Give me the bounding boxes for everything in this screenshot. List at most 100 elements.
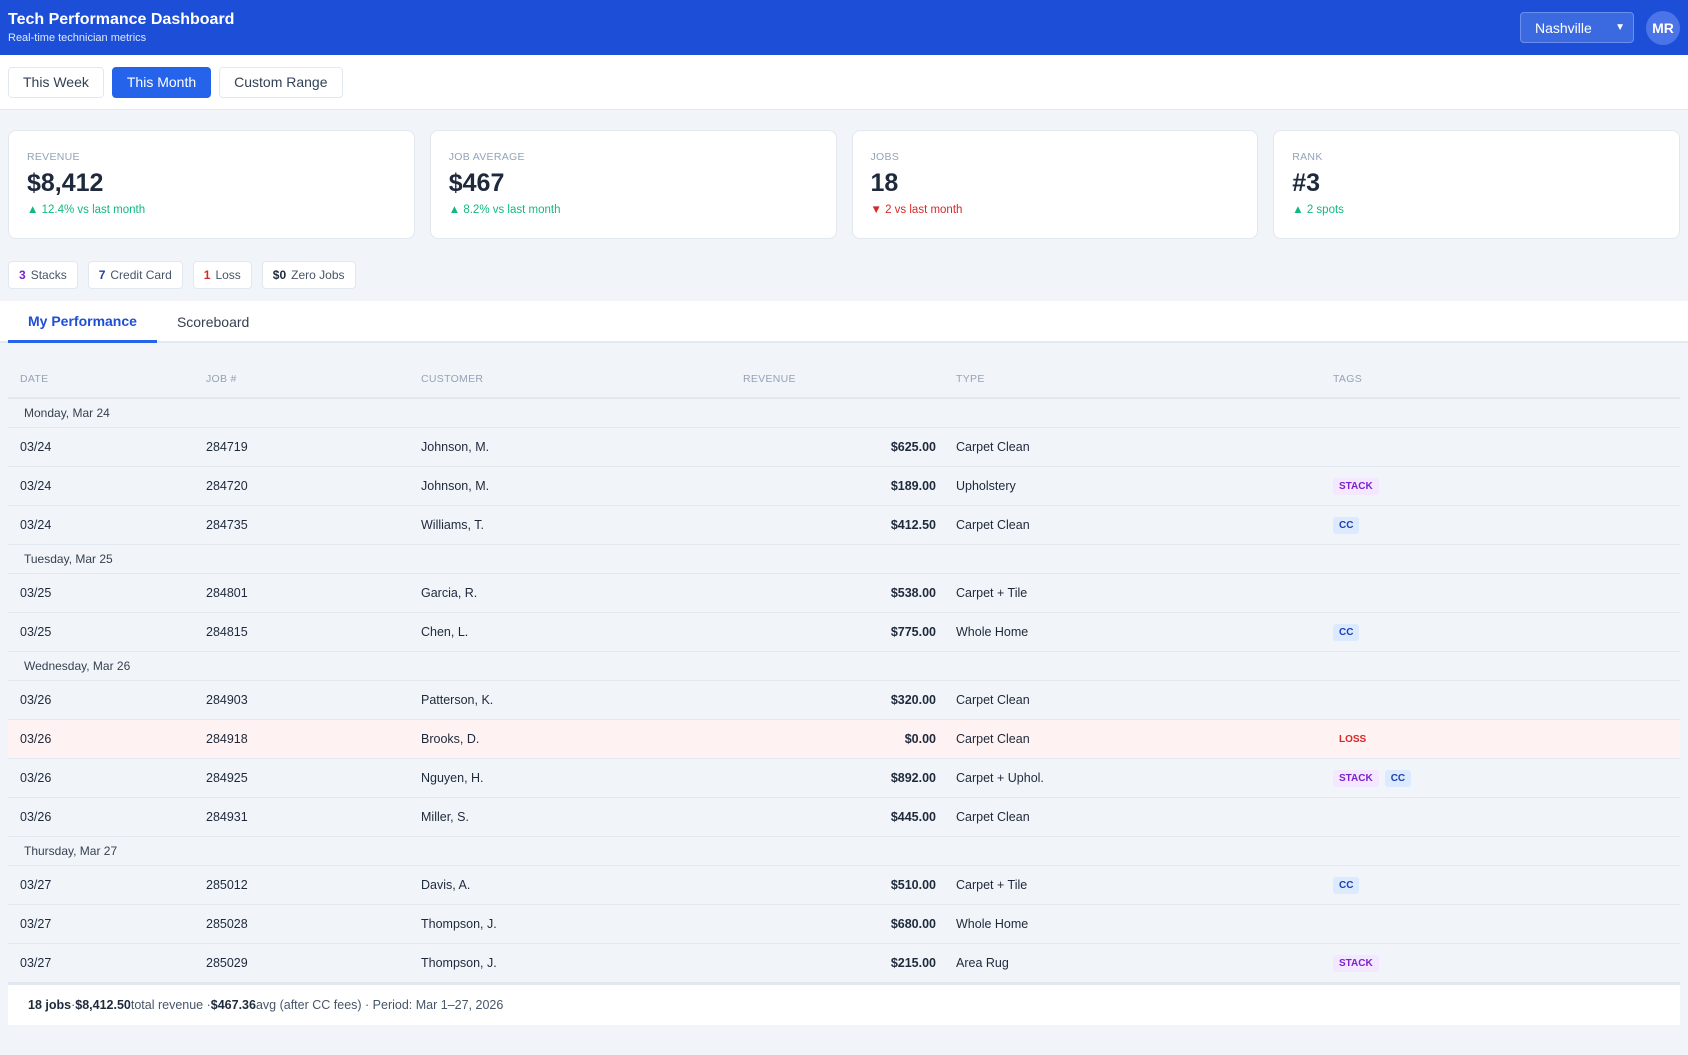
job-cell: 284720 <box>206 479 248 493</box>
table-row[interactable]: 03/25 284815 Chen, L. $775.00 Whole Home CC <box>8 613 1680 652</box>
type-cell: Carpet + Tile <box>956 586 1028 600</box>
job-cell: 285028 <box>206 917 248 931</box>
date-cell: 03/27 <box>20 917 52 931</box>
app-header: Tech Performance Dashboard Real-time tec… <box>0 0 1688 55</box>
job-cell: 285012 <box>206 878 248 892</box>
date-cell: 03/26 <box>20 810 52 824</box>
date-range-bar: This Week This Month Custom Range <box>0 55 1688 110</box>
type-cell: Carpet Clean <box>956 693 1030 707</box>
chevron-down-icon: ▼ <box>1615 22 1625 33</box>
table-row[interactable]: 03/27 285028 Thompson, J. $680.00 Whole Home <box>8 905 1680 944</box>
revenue-cell: $412.50 <box>890 518 936 532</box>
customer-cell: Patterson, K. <box>421 693 494 707</box>
chip-label: Loss <box>215 268 241 282</box>
kpi-card-revenue: REVENUE $8,412 ▲ 12.4% vs last month <box>8 130 415 239</box>
customer-cell: Williams, T. <box>421 518 484 532</box>
chip-loss[interactable]: 1 Loss <box>192 261 252 289</box>
location-value: Nashville <box>1535 19 1592 36</box>
kpi-label: RANK <box>1292 151 1323 163</box>
customer-cell: Garcia, R. <box>421 586 478 600</box>
app-subtitle: Real-time technician metrics <box>8 32 147 44</box>
tags-cell: LOSS <box>1333 731 1680 748</box>
tag-stack: STACK <box>1333 954 1379 972</box>
date-cell: 03/24 <box>20 518 52 532</box>
chip-count: 1 <box>203 268 211 282</box>
tag-stack: STACK <box>1333 477 1379 495</box>
table-row[interactable]: 03/26 284903 Patterson, K. $320.00 Carpet Cl… <box>8 681 1680 720</box>
tab-my-performance[interactable]: My Performance <box>8 301 157 343</box>
job-cell: 284918 <box>206 732 248 746</box>
date-cell: 03/27 <box>20 956 52 970</box>
kpi-value: #3 <box>1292 169 1321 197</box>
app-title: Tech Performance Dashboard <box>8 11 235 28</box>
table-row[interactable]: 03/24 284735 Williams, T. $412.50 Carpet Cle… <box>8 506 1680 545</box>
tag-loss: LOSS <box>1339 733 1367 745</box>
customer-cell: Chen, L. <box>421 625 469 639</box>
revenue-cell: $775.00 <box>890 625 936 639</box>
table-row[interactable]: 03/26 284918 Brooks, D. $0.00 Carpet Clean LO… <box>8 720 1680 759</box>
tab-scoreboard[interactable]: Scoreboard <box>176 314 250 330</box>
column-header: TAGS <box>1333 373 1363 385</box>
date-group-header: Wednesday, Mar 26 <box>8 652 1680 681</box>
chip-count: $0 <box>272 268 287 282</box>
date-group-header: Monday, Mar 24 <box>8 399 1680 428</box>
revenue-cell: $625.00 <box>890 440 936 454</box>
tag-cc: CC <box>1333 516 1360 534</box>
footer-jobs: 18 jobs <box>28 998 72 1012</box>
type-cell: Carpet Clean <box>956 732 1030 746</box>
range-button-this-month[interactable]: This Month <box>111 66 212 98</box>
location-select[interactable]: Nashville ▼ <box>1520 12 1634 43</box>
date-cell: 03/24 <box>20 479 52 493</box>
table-row[interactable]: 03/24 284719 Johnson, M. $625.00 Carpet Clea… <box>8 428 1680 467</box>
kpi-label: JOBS <box>870 151 900 163</box>
jobs-table: DATE JOB # CUSTOMER REVENUE TYPE TAGS Monday, … <box>8 343 1680 983</box>
chip-credit-card[interactable]: 7 Credit Card <box>87 261 183 289</box>
table-row[interactable]: 03/25 284801 Garcia, R. $538.00 Carpet + Til… <box>8 574 1680 613</box>
customer-cell: Nguyen, H. <box>421 771 484 785</box>
revenue-cell: $680.00 <box>890 917 936 931</box>
revenue-cell: $510.00 <box>890 878 936 892</box>
job-cell: 284815 <box>206 625 248 639</box>
column-header: DATE <box>20 373 49 385</box>
type-cell: Carpet + Uphol. <box>956 771 1044 785</box>
summary-chips: 3 Stacks 7 Credit Card 1 Loss $0 Zero Jobs <box>0 239 1688 289</box>
table-row[interactable]: 03/26 284931 Miller, S. $445.00 Carpet Clean <box>8 798 1680 837</box>
customer-cell: Thompson, J. <box>421 917 497 931</box>
customer-cell: Davis, A. <box>421 878 471 892</box>
avatar[interactable]: MR <box>1646 10 1680 45</box>
range-button-custom-range[interactable]: Custom Range <box>219 66 343 98</box>
table-row[interactable]: 03/26 284925 Nguyen, H. $892.00 Carpet + Uph… <box>8 759 1680 798</box>
tags-cell: CC <box>1333 516 1680 534</box>
chip-zero-jobs[interactable]: $0 Zero Jobs <box>261 261 356 289</box>
type-cell: Carpet Clean <box>956 810 1030 824</box>
chip-stacks[interactable]: 3 Stacks <box>8 261 78 289</box>
tag-cc: CC <box>1384 769 1412 787</box>
date-cell: 03/25 <box>20 586 52 600</box>
footer-avg: $467.36 <box>210 998 256 1012</box>
job-cell: 284903 <box>206 693 248 707</box>
customer-cell: Brooks, D. <box>421 732 480 746</box>
date-group-header: Thursday, Mar 27 <box>8 837 1680 866</box>
footer-total: $8,412.50 <box>75 998 131 1012</box>
type-cell: Area Rug <box>956 956 1009 970</box>
tag-stack: STACK <box>1333 769 1379 787</box>
date-cell: 03/24 <box>20 440 52 454</box>
revenue-cell: $215.00 <box>890 956 936 970</box>
job-cell: 284735 <box>206 518 248 532</box>
tags-cell: STACK <box>1333 477 1680 495</box>
chip-label: Credit Card <box>110 268 172 282</box>
range-button-this-week[interactable]: This Week <box>8 66 104 98</box>
table-row[interactable]: 03/27 285029 Thompson, J. $215.00 Area Rug ST… <box>8 944 1680 983</box>
tags-cell: CC <box>1333 876 1680 894</box>
table-row[interactable]: 03/27 285012 Davis, A. $510.00 Carpet + Tile… <box>8 866 1680 905</box>
tags-cell: STACK <box>1333 954 1680 972</box>
customer-cell: Johnson, M. <box>421 440 490 454</box>
chip-label: Stacks <box>30 268 67 282</box>
table-row[interactable]: 03/24 284720 Johnson, M. $189.00 Upholstery S… <box>8 467 1680 506</box>
revenue-cell: $892.00 <box>890 771 936 785</box>
kpi-card-rank: RANK #3 ▲ 2 spots <box>1273 130 1680 239</box>
column-header: CUSTOMER <box>421 373 484 385</box>
revenue-cell: $538.00 <box>890 586 936 600</box>
column-header: JOB # <box>206 373 237 385</box>
type-cell: Carpet + Tile <box>956 878 1028 892</box>
